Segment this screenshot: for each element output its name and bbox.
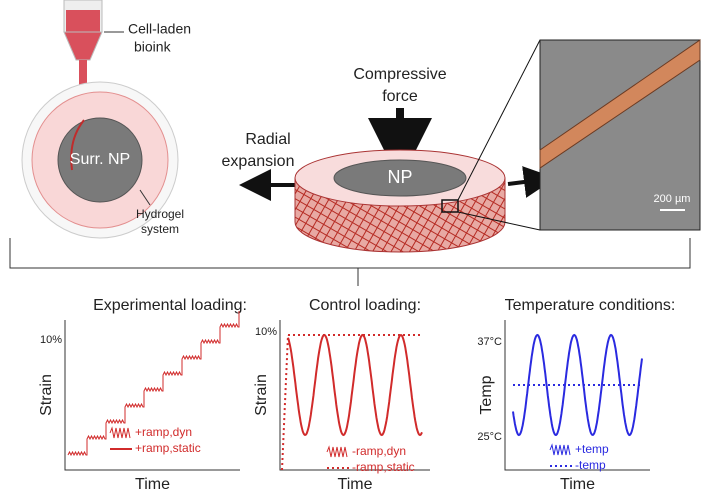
panel-title: Experimental loading:	[93, 297, 247, 314]
surr-np	[57, 117, 143, 203]
label: Hydrogel	[136, 207, 184, 221]
legend-swatch	[326, 445, 348, 458]
legend-swatch	[549, 443, 571, 456]
y-tick-label: 37°C	[477, 336, 502, 348]
scale-label: 200 µm	[654, 193, 691, 205]
arrow	[507, 166, 556, 198]
x-label: Time	[560, 476, 595, 493]
y-label: Temp	[478, 375, 495, 414]
bracket	[9, 238, 691, 286]
label: system	[141, 222, 179, 236]
label: bioink	[134, 39, 172, 55]
legend-entry: +temp	[575, 442, 609, 456]
panel-title: Control loading:	[309, 297, 421, 314]
legend-entry: -temp	[575, 458, 606, 472]
legend-entry: -ramp,dyn	[352, 444, 406, 458]
axes	[279, 320, 430, 471]
panel-title: Temperature conditions:	[505, 297, 676, 314]
y-tick-label: 10%	[255, 326, 277, 338]
label: Surr. NP	[70, 151, 130, 168]
legend-entry: +ramp,dyn	[135, 425, 192, 439]
legend-entry: -ramp,static	[352, 460, 415, 474]
legend-swatch	[109, 426, 131, 439]
dyn-curve	[512, 333, 643, 437]
y-label: Strain	[38, 374, 55, 416]
dyn-curve	[287, 333, 423, 437]
axes	[504, 320, 650, 471]
y-tick-label: 10%	[40, 334, 62, 346]
zoom-line	[457, 39, 541, 201]
legend-entry: +ramp,static	[135, 441, 201, 455]
static-ramp	[281, 334, 289, 471]
label: Cell-laden	[128, 21, 191, 37]
dyn-curve	[67, 311, 240, 457]
np	[333, 159, 467, 197]
zoom-line	[457, 211, 541, 231]
zoom-box	[441, 199, 459, 213]
label: NP	[387, 167, 412, 187]
label: Radial	[245, 131, 290, 148]
label: expansion	[222, 153, 295, 170]
y-tick-label: 25°C	[477, 431, 502, 443]
label: force	[382, 88, 418, 105]
axes	[64, 320, 240, 471]
pointer	[139, 189, 151, 206]
x-label: Time	[135, 476, 170, 493]
y-label: Strain	[253, 374, 270, 416]
x-label: Time	[338, 476, 373, 493]
strand	[539, 39, 701, 169]
print-path	[70, 119, 85, 171]
label: Compressive	[353, 66, 446, 83]
panels: Experimental loading: Strain Time 10% +ramp,…	[38, 297, 675, 493]
